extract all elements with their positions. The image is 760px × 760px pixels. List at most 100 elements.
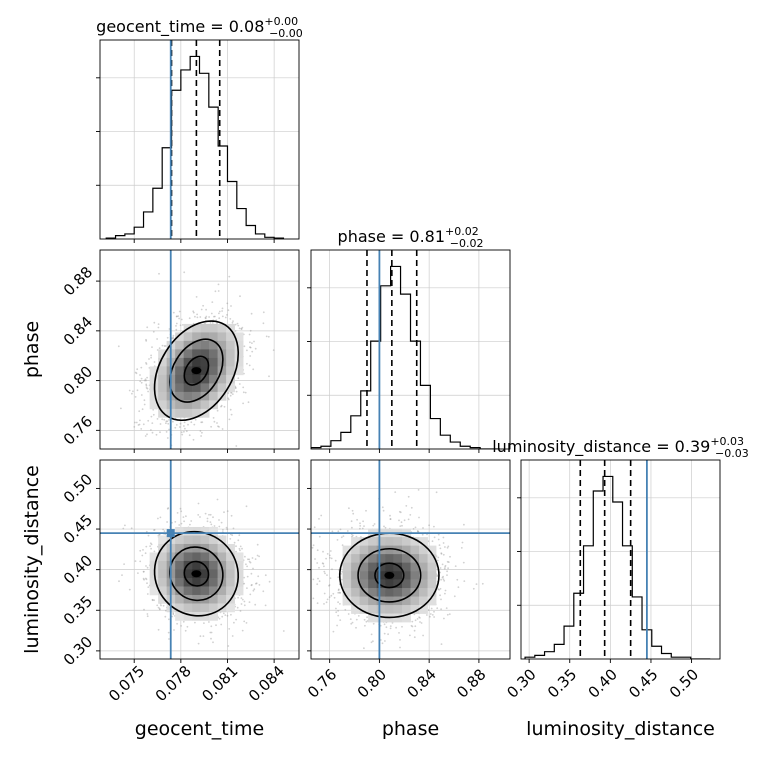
density-cell xyxy=(200,586,210,596)
sample-point xyxy=(410,624,413,627)
density-cell xyxy=(351,537,360,546)
tick-label-phase: 0.88 xyxy=(60,263,96,299)
density-cell xyxy=(217,594,227,604)
sample-point xyxy=(252,589,255,592)
sample-point xyxy=(134,371,137,374)
sample-point xyxy=(339,603,341,605)
sample-point xyxy=(183,271,186,274)
sample-point xyxy=(146,593,149,595)
sample-point xyxy=(436,607,439,610)
density-cell xyxy=(158,535,167,545)
sample-point xyxy=(192,438,195,441)
density-cell xyxy=(402,562,411,572)
density-cell xyxy=(192,374,201,384)
sample-point xyxy=(226,314,228,316)
sample-point xyxy=(430,607,433,610)
density-cell xyxy=(200,611,210,621)
sample-point xyxy=(157,606,160,609)
sample-point xyxy=(218,525,221,528)
density-cell xyxy=(209,569,218,579)
density-cell xyxy=(175,535,184,545)
density-cell xyxy=(200,357,210,367)
sample-point xyxy=(248,364,251,367)
density-cell xyxy=(149,391,159,401)
sample-point xyxy=(200,435,203,437)
sample-point xyxy=(162,604,165,607)
sample-point xyxy=(243,345,246,348)
sample-point xyxy=(234,323,237,326)
density-cell xyxy=(234,366,244,376)
density-cell xyxy=(351,562,360,572)
density-cell xyxy=(419,562,428,572)
sample-point xyxy=(158,534,161,536)
density-cell xyxy=(200,366,210,376)
sample-point xyxy=(196,316,199,319)
density-cell xyxy=(209,560,218,570)
density-cell xyxy=(393,579,403,589)
sample-point xyxy=(431,540,434,543)
sample-point xyxy=(166,336,169,339)
sample-point xyxy=(461,541,464,544)
sample-point xyxy=(143,608,145,611)
sample-point xyxy=(398,519,400,522)
sample-point xyxy=(223,511,225,514)
sample-point xyxy=(268,580,271,583)
sample-point xyxy=(333,596,336,599)
density-cell xyxy=(183,366,193,376)
density-cell xyxy=(192,552,201,562)
sample-point xyxy=(440,578,442,581)
sample-point xyxy=(257,575,260,578)
sample-point xyxy=(212,516,214,519)
density-cell xyxy=(200,323,210,333)
x-axis-label-geocent_time: geocent_time xyxy=(135,718,264,740)
sample-point xyxy=(176,315,178,318)
sample-point xyxy=(236,322,239,325)
sample-point xyxy=(143,403,146,406)
sample-point xyxy=(240,603,243,605)
sample-point xyxy=(246,349,248,352)
sample-point xyxy=(139,374,141,376)
sample-point xyxy=(166,507,169,510)
sample-point xyxy=(179,324,182,327)
sample-point xyxy=(190,421,193,424)
y-axis-label-luminosity_distance: luminosity_distance xyxy=(21,465,43,654)
density-cell xyxy=(209,357,218,367)
sample-point xyxy=(172,334,175,337)
sample-point xyxy=(443,617,445,620)
density-cell xyxy=(393,613,403,623)
contour-peak xyxy=(191,570,202,578)
sample-point xyxy=(144,378,147,381)
density-cell xyxy=(175,560,184,570)
sample-point xyxy=(226,528,229,531)
sample-point xyxy=(389,625,392,627)
sample-point xyxy=(235,550,237,553)
sample-point xyxy=(440,598,442,601)
density-cell xyxy=(192,535,201,545)
sample-point xyxy=(248,601,251,603)
sample-point xyxy=(346,530,349,532)
density-cell xyxy=(368,579,377,589)
sample-point xyxy=(244,391,247,394)
density-cell xyxy=(158,391,167,401)
sample-point xyxy=(117,345,120,348)
density-cell xyxy=(209,535,218,545)
sample-point xyxy=(239,549,241,552)
sample-point xyxy=(202,304,205,307)
density-cell xyxy=(158,349,167,359)
density-cell xyxy=(183,391,193,401)
sample-point xyxy=(355,626,357,629)
sample-point xyxy=(417,489,420,491)
panel-frame xyxy=(310,459,511,660)
sample-point xyxy=(254,558,257,560)
sample-point xyxy=(337,589,340,592)
sample-point xyxy=(199,430,202,432)
sample-point xyxy=(168,419,170,421)
sample-point xyxy=(256,554,259,557)
sample-point xyxy=(437,538,440,541)
sample-point xyxy=(363,618,366,621)
sample-point xyxy=(230,514,233,517)
sample-point xyxy=(316,549,319,552)
sample-point xyxy=(216,498,219,501)
sample-point xyxy=(172,311,175,314)
sample-point xyxy=(240,328,243,330)
